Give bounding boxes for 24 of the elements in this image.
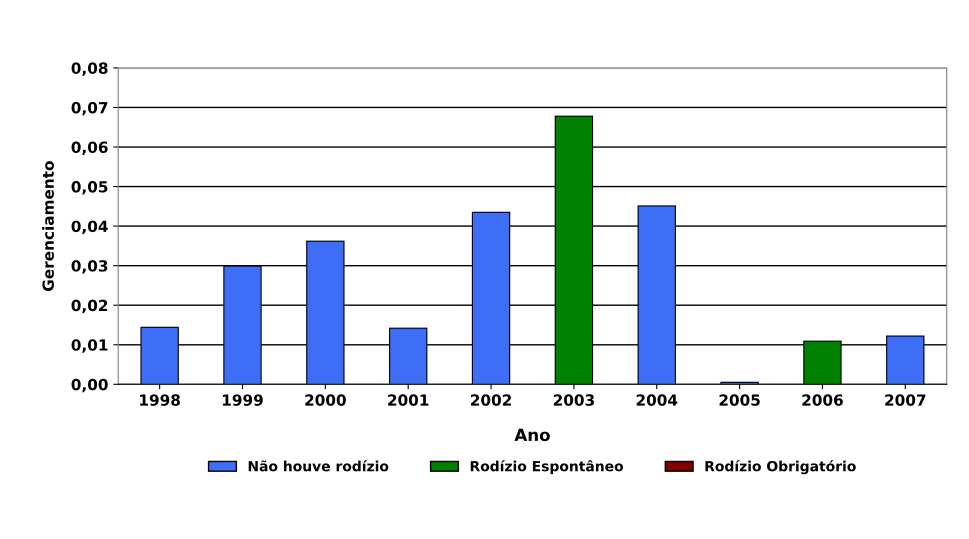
y-tick-label: 0,04 bbox=[72, 220, 108, 234]
x-axis-title: Ano bbox=[514, 428, 550, 442]
x-tick-label: 2003 bbox=[554, 394, 594, 406]
x-tick-label: 2006 bbox=[802, 394, 843, 406]
legend-label: Rodízio Obrigatório bbox=[705, 460, 856, 474]
y-tick-label: 0,01 bbox=[72, 339, 108, 353]
legend-label: Rodízio Espontâneo bbox=[470, 460, 624, 474]
x-tick-label: 2005 bbox=[720, 394, 760, 406]
x-tick-label: 2002 bbox=[470, 394, 511, 406]
y-tick-label: 0,03 bbox=[72, 260, 108, 274]
x-tick-label: 1999 bbox=[222, 394, 263, 406]
legend-label: Não houve rodízio bbox=[248, 460, 388, 472]
x-tick-label: 2004 bbox=[636, 394, 678, 406]
y-tick-label: 0,05 bbox=[72, 181, 108, 195]
y-tick-label: 0,08 bbox=[72, 62, 108, 76]
x-tick-label: 2000 bbox=[305, 394, 346, 406]
x-tick-label: 2007 bbox=[885, 394, 926, 406]
y-tick-label: 0,02 bbox=[72, 300, 108, 314]
y-tick-label: 0,06 bbox=[72, 141, 108, 155]
x-tick-label: 1998 bbox=[140, 394, 180, 406]
y-tick-label: 0,07 bbox=[72, 102, 108, 116]
y-tick-label: 0,00 bbox=[72, 378, 108, 392]
y-axis-title: Gerenciamento bbox=[42, 161, 54, 291]
x-tick-label: 2001 bbox=[388, 394, 428, 406]
